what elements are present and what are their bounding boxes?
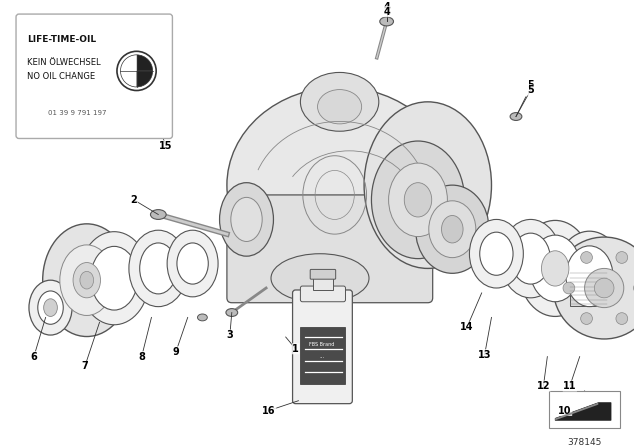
Ellipse shape	[518, 220, 592, 316]
FancyBboxPatch shape	[300, 286, 346, 302]
Ellipse shape	[500, 220, 561, 298]
Text: 6: 6	[31, 352, 37, 362]
Ellipse shape	[364, 102, 492, 268]
Text: 12: 12	[537, 381, 550, 391]
Ellipse shape	[150, 210, 166, 220]
Text: 2: 2	[131, 195, 137, 205]
Text: 9: 9	[173, 347, 179, 357]
Ellipse shape	[511, 233, 550, 284]
Ellipse shape	[227, 87, 452, 283]
Circle shape	[584, 268, 624, 308]
Circle shape	[616, 252, 628, 263]
Wedge shape	[136, 55, 152, 71]
Circle shape	[580, 252, 593, 263]
Ellipse shape	[43, 224, 131, 336]
Ellipse shape	[91, 246, 138, 310]
Text: ...: ...	[319, 354, 324, 359]
Ellipse shape	[167, 230, 218, 297]
FancyBboxPatch shape	[227, 195, 433, 303]
Text: FBS Brand: FBS Brand	[309, 342, 335, 347]
Text: 3: 3	[227, 330, 233, 340]
Ellipse shape	[480, 232, 513, 275]
Text: 4: 4	[383, 2, 390, 12]
Ellipse shape	[530, 235, 580, 302]
Text: 13: 13	[478, 349, 492, 360]
Ellipse shape	[29, 280, 72, 335]
Ellipse shape	[38, 291, 63, 324]
Ellipse shape	[220, 183, 273, 256]
Ellipse shape	[415, 185, 489, 273]
Ellipse shape	[404, 183, 432, 217]
Ellipse shape	[271, 254, 369, 303]
Wedge shape	[120, 55, 136, 71]
Text: 4: 4	[383, 7, 390, 17]
Text: NO OIL CHANGE: NO OIL CHANGE	[27, 72, 95, 81]
Text: 5: 5	[527, 80, 534, 90]
Polygon shape	[555, 403, 598, 420]
Circle shape	[580, 313, 593, 324]
Ellipse shape	[469, 220, 524, 288]
Bar	[549, 391, 620, 428]
Text: 16: 16	[262, 405, 276, 415]
Ellipse shape	[541, 251, 569, 286]
Ellipse shape	[177, 243, 208, 284]
Text: 7: 7	[81, 362, 88, 371]
Bar	[570, 271, 607, 306]
FancyBboxPatch shape	[310, 269, 335, 279]
Text: 01 39 9 791 197: 01 39 9 791 197	[49, 110, 107, 116]
Ellipse shape	[80, 271, 93, 289]
Text: 1: 1	[292, 344, 299, 354]
Ellipse shape	[510, 112, 522, 121]
Ellipse shape	[442, 215, 463, 243]
Circle shape	[563, 282, 575, 294]
Ellipse shape	[371, 141, 465, 258]
Ellipse shape	[380, 17, 394, 26]
Circle shape	[634, 282, 640, 294]
Ellipse shape	[555, 231, 624, 321]
Polygon shape	[555, 403, 611, 420]
Text: KEIN ÖLWECHSEL: KEIN ÖLWECHSEL	[27, 58, 100, 67]
Text: 15: 15	[159, 141, 173, 151]
Circle shape	[616, 313, 628, 324]
Circle shape	[595, 278, 614, 298]
Ellipse shape	[44, 299, 58, 316]
FancyBboxPatch shape	[16, 14, 172, 138]
Ellipse shape	[60, 245, 114, 315]
Ellipse shape	[198, 314, 207, 321]
Bar	[313, 276, 333, 290]
Ellipse shape	[73, 263, 100, 298]
Text: LIFE-TIME-OIL: LIFE-TIME-OIL	[27, 34, 96, 43]
Bar	[300, 327, 346, 384]
Text: 14: 14	[460, 322, 474, 332]
Ellipse shape	[300, 73, 379, 131]
Ellipse shape	[231, 198, 262, 241]
Ellipse shape	[429, 201, 476, 258]
Ellipse shape	[226, 309, 237, 316]
Ellipse shape	[140, 243, 177, 294]
Ellipse shape	[129, 230, 188, 306]
Text: 8: 8	[138, 352, 145, 362]
Ellipse shape	[566, 246, 613, 306]
Wedge shape	[136, 71, 152, 87]
Text: 10: 10	[558, 405, 572, 415]
Ellipse shape	[388, 163, 447, 237]
Text: 11: 11	[563, 381, 577, 391]
Text: 378145: 378145	[568, 438, 602, 447]
Circle shape	[553, 237, 640, 339]
Ellipse shape	[317, 90, 362, 124]
Ellipse shape	[79, 232, 150, 325]
Wedge shape	[120, 71, 136, 87]
FancyBboxPatch shape	[292, 290, 353, 404]
Text: 5: 5	[527, 85, 534, 95]
